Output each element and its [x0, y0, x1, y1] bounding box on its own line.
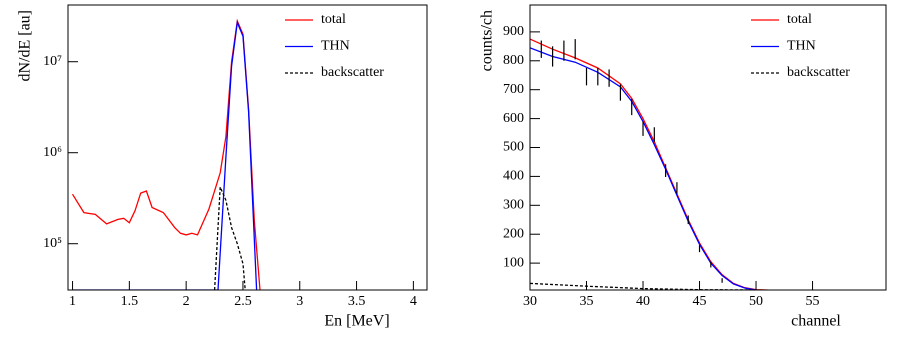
legend-label: total: [787, 12, 812, 27]
x-tick-label: 50: [749, 294, 763, 309]
y-tick-label: 10⁷: [43, 54, 62, 69]
x-tick-label: 1: [69, 294, 76, 309]
x-tick-label: 40: [636, 294, 650, 309]
x-tick-label: 55: [806, 294, 820, 309]
series-line: [213, 186, 246, 290]
frame: [67, 4, 428, 291]
x-tick-label: 3: [296, 294, 303, 309]
x-axis-label: channel: [791, 313, 841, 330]
x-tick-label: 4: [410, 294, 417, 309]
legend-label: THN: [787, 39, 816, 54]
x-tick-label: 2: [183, 294, 190, 309]
y-tick-label: 400: [503, 169, 524, 184]
y-tick-label: 300: [503, 198, 524, 213]
y-tick-label: 800: [503, 53, 524, 68]
y-tick-label: 10⁵: [43, 236, 62, 251]
series-line: [530, 282, 757, 290]
y-tick-label: 900: [503, 24, 524, 39]
y-tick-label: 700: [503, 82, 524, 97]
y-tick-label: 100: [503, 255, 524, 270]
x-tick-label: 30: [523, 294, 537, 309]
x-tick-label: 2.5: [234, 294, 252, 309]
y-tick-label: 10⁶: [43, 145, 62, 160]
x-tick-label: 35: [580, 294, 594, 309]
series-line: [530, 47, 757, 290]
y-axis-label: dN/dE [au]: [17, 10, 34, 82]
legend-label: total: [321, 12, 346, 27]
legend-label: backscatter: [321, 65, 384, 80]
y-tick-label: 200: [503, 226, 524, 241]
y-tick-label: 500: [503, 140, 524, 155]
x-tick-label: 45: [693, 294, 707, 309]
series-line: [72, 20, 258, 290]
series-line: [530, 38, 768, 290]
plot-area: [530, 38, 768, 290]
plot-area: [71, 18, 261, 290]
frame: [529, 4, 887, 291]
legend-label: THN: [321, 39, 350, 54]
x-axis-label: En [MeV]: [324, 313, 389, 330]
legend-label: backscatter: [787, 65, 850, 80]
x-tick-label: 1.5: [121, 294, 139, 309]
y-tick-label: 600: [503, 111, 524, 126]
x-tick-label: 3.5: [348, 294, 366, 309]
y-axis-label: counts/ch: [479, 10, 496, 71]
